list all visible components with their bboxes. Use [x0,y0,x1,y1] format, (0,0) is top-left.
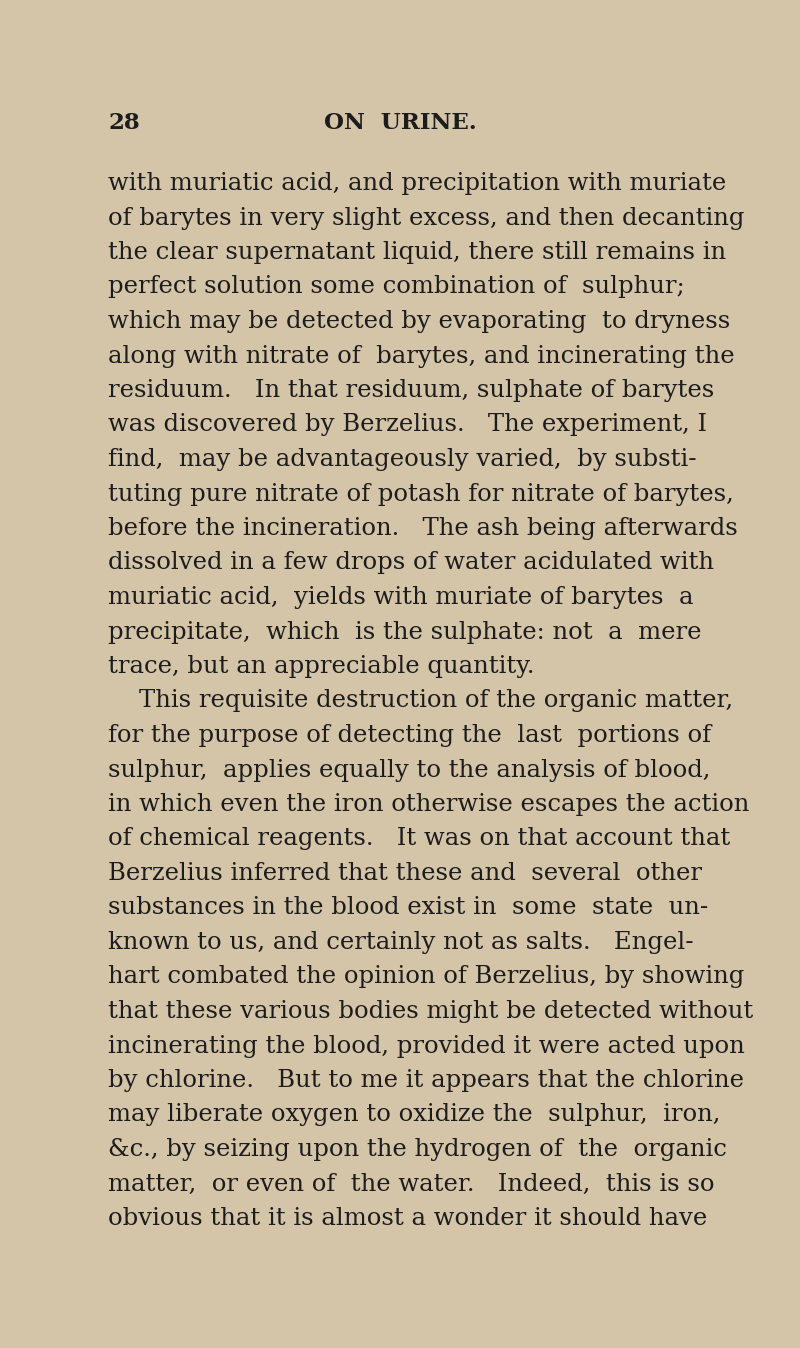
Text: with muriatic acid, and precipitation with muriate: with muriatic acid, and precipitation wi… [108,173,726,195]
Text: This requisite destruction of the organic matter,: This requisite destruction of the organi… [108,689,733,713]
Text: for the purpose of detecting the  last  portions of: for the purpose of detecting the last po… [108,724,711,747]
Text: known to us, and certainly not as salts.   Engel-: known to us, and certainly not as salts.… [108,931,694,954]
Text: Berzelius inferred that these and  several  other: Berzelius inferred that these and severa… [108,861,702,886]
Text: find,  may be advantageously varied,  by substi-: find, may be advantageously varied, by s… [108,448,697,470]
Text: tuting pure nitrate of potash for nitrate of barytes,: tuting pure nitrate of potash for nitrat… [108,483,734,506]
Text: muriatic acid,  yields with muriate of barytes  a: muriatic acid, yields with muriate of ba… [108,586,694,609]
Text: may liberate oxygen to oxidize the  sulphur,  iron,: may liberate oxygen to oxidize the sulph… [108,1104,720,1127]
Text: residuum.   In that residuum, sulphate of barytes: residuum. In that residuum, sulphate of … [108,379,714,402]
Text: incinerating the blood, provided it were acted upon: incinerating the blood, provided it were… [108,1034,745,1057]
Text: was discovered by Berzelius.   The experiment, I: was discovered by Berzelius. The experim… [108,414,707,437]
Text: along with nitrate of  barytes, and incinerating the: along with nitrate of barytes, and incin… [108,345,734,368]
Text: substances in the blood exist in  some  state  un-: substances in the blood exist in some st… [108,896,708,919]
Text: that these various bodies might be detected without: that these various bodies might be detec… [108,1000,754,1023]
Text: trace, but an appreciable quantity.: trace, but an appreciable quantity. [108,655,534,678]
Text: obvious that it is almost a wonder it should have: obvious that it is almost a wonder it sh… [108,1206,707,1229]
Text: matter,  or even of  the water.   Indeed,  this is so: matter, or even of the water. Indeed, th… [108,1173,714,1196]
Text: precipitate,  which  is the sulphate: not  a  mere: precipitate, which is the sulphate: not … [108,620,702,643]
Text: hart combated the opinion of Berzelius, by showing: hart combated the opinion of Berzelius, … [108,965,744,988]
Text: sulphur,  applies equally to the analysis of blood,: sulphur, applies equally to the analysis… [108,759,710,782]
Text: perfect solution some combination of  sulphur;: perfect solution some combination of sul… [108,275,685,298]
Text: 28: 28 [108,112,140,133]
Text: &c., by seizing upon the hydrogen of  the  organic: &c., by seizing upon the hydrogen of the… [108,1138,727,1161]
Text: by chlorine.   But to me it appears that the chlorine: by chlorine. But to me it appears that t… [108,1069,744,1092]
Text: of barytes in very slight excess, and then decanting: of barytes in very slight excess, and th… [108,206,745,229]
Text: of chemical reagents.   It was on that account that: of chemical reagents. It was on that acc… [108,828,730,851]
Text: in which even the iron otherwise escapes the action: in which even the iron otherwise escapes… [108,793,750,816]
Text: the clear supernatant liquid, there still remains in: the clear supernatant liquid, there stil… [108,241,726,264]
Text: before the incineration.   The ash being afterwards: before the incineration. The ash being a… [108,518,738,541]
Text: dissolved in a few drops of water acidulated with: dissolved in a few drops of water acidul… [108,551,714,574]
Text: ON  URINE.: ON URINE. [324,112,476,133]
Text: which may be detected by evaporating  to dryness: which may be detected by evaporating to … [108,310,730,333]
